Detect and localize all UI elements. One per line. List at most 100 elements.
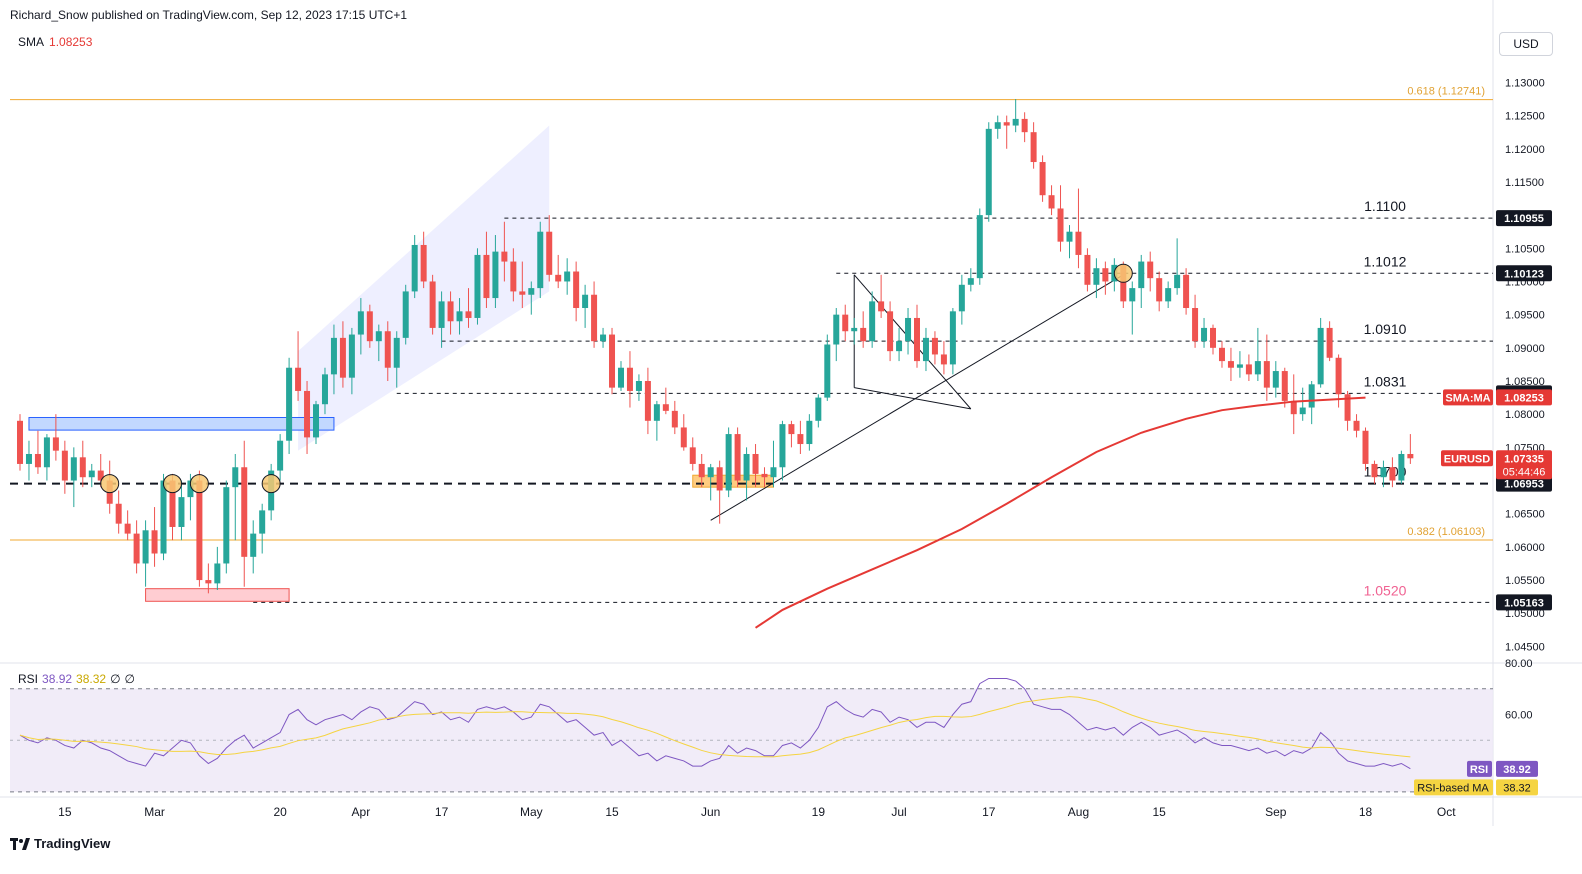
sma-line [754,396,1366,629]
price-tick-label: 1.06000 [1505,542,1545,554]
candle-body [438,301,445,328]
currency-button[interactable]: USD [1499,32,1553,56]
candle-body [949,311,956,365]
candle-body [1407,453,1414,459]
candle-body [70,457,77,481]
price-tick-label: 1.09000 [1505,343,1545,355]
candle-body [1039,162,1046,196]
price-tick-label: 1.06500 [1505,509,1545,521]
candle-body [994,122,1001,129]
candle-body [501,251,508,262]
rsi-ma-axis-tag-bg [1414,779,1493,796]
candle-body [277,440,284,471]
candle-body [600,334,607,342]
candle-body [815,397,822,421]
candle-body [1093,268,1100,285]
candle-body [976,215,983,279]
time-tick-label: Jul [891,805,906,819]
candle-body [160,480,167,554]
candle-body [788,424,795,435]
uptrend-line [710,274,1124,521]
last-price-tag-bg [1496,450,1552,480]
candle-body [250,533,257,557]
price-tick-label: 1.08000 [1505,409,1545,421]
annotation-circle [100,474,120,494]
attribution-text: Richard_Snow published on TradingView.co… [10,8,408,22]
candle-body [375,331,382,342]
rsi-tick-label: 60.00 [1505,710,1533,722]
annotation-circle [261,474,281,494]
rsi-value-tag: 38.92 [1503,764,1531,776]
candle-body [1281,371,1288,401]
candle-body [1299,407,1306,415]
candle-body [420,244,427,282]
candle-body [1030,132,1037,163]
candle-body [698,463,705,478]
level-label: 1.1100 [1364,198,1406,214]
candle-body [1326,327,1333,358]
time-tick-label: Aug [1068,805,1089,819]
time-tick-label: Oct [1437,805,1456,819]
sma-axis-tag-bg [1443,389,1493,406]
candle-body [806,420,813,445]
sma-price-tag-bg [1496,389,1552,406]
candle-body [887,311,894,352]
candle-body [1048,195,1055,209]
level-price-tag-bg [1496,594,1552,611]
sma-legend[interactable]: SMA 1.08253 [18,35,92,49]
footer-brand[interactable]: TradingView [10,836,110,851]
candle-body [510,261,517,292]
tradingview-logo-icon [10,837,30,850]
candle-body [869,301,876,342]
annotation-circle [1113,263,1133,283]
footer-brand-text: TradingView [34,836,111,851]
candle-body [716,467,723,491]
time-tick-label: 15 [1153,805,1167,819]
rsi-legend[interactable]: RSI 38.92 38.32 ∅ ∅ [18,672,135,686]
candle-body [97,470,104,481]
time-tick-label: 17 [982,805,996,819]
candle-body [115,503,122,524]
price-tick-label: 1.10500 [1505,243,1545,255]
rsi-ma-value-tag-bg [1496,779,1538,796]
candle-body [178,497,185,527]
candle-body [43,437,50,468]
candle-body [1057,208,1064,242]
time-tick-label: 15 [58,805,72,819]
bar-countdown: 05:44:46 [1503,466,1546,478]
candle-body [1084,254,1091,285]
candle-body [241,467,248,557]
candle-body [339,337,346,378]
candle-body [196,480,203,581]
candle-body [537,231,544,289]
candle-body [707,467,714,478]
candle-body [429,281,436,328]
candle-body [384,331,391,368]
candle-body [295,367,302,391]
rsi-ma-legend-value: 38.32 [76,672,107,686]
candle-body [1120,264,1127,302]
candle-body [17,420,23,464]
time-tick-label: 18 [1359,805,1373,819]
candle-body [842,314,849,332]
candle-body [617,367,624,388]
candle-body [232,467,239,488]
sma-legend-name: SMA [18,35,45,49]
candle-body [402,291,409,338]
level-price-tag-bg [1496,265,1552,282]
annotation-circle [189,474,209,494]
candle-body [1218,347,1225,362]
candle-body [914,317,920,362]
last-price-tag: 1.07335 [1504,453,1544,465]
candle-body [456,311,463,322]
candle-body [1371,463,1378,478]
resistance-zone-box [28,416,335,431]
price-tick-label: 1.05500 [1505,575,1545,587]
annotation-circle [162,474,182,494]
candle-body [761,473,768,478]
time-tick-label: May [520,805,543,819]
candle-body [34,453,41,468]
level-label: 1.0831 [1364,373,1407,389]
candle-body [1156,278,1163,302]
